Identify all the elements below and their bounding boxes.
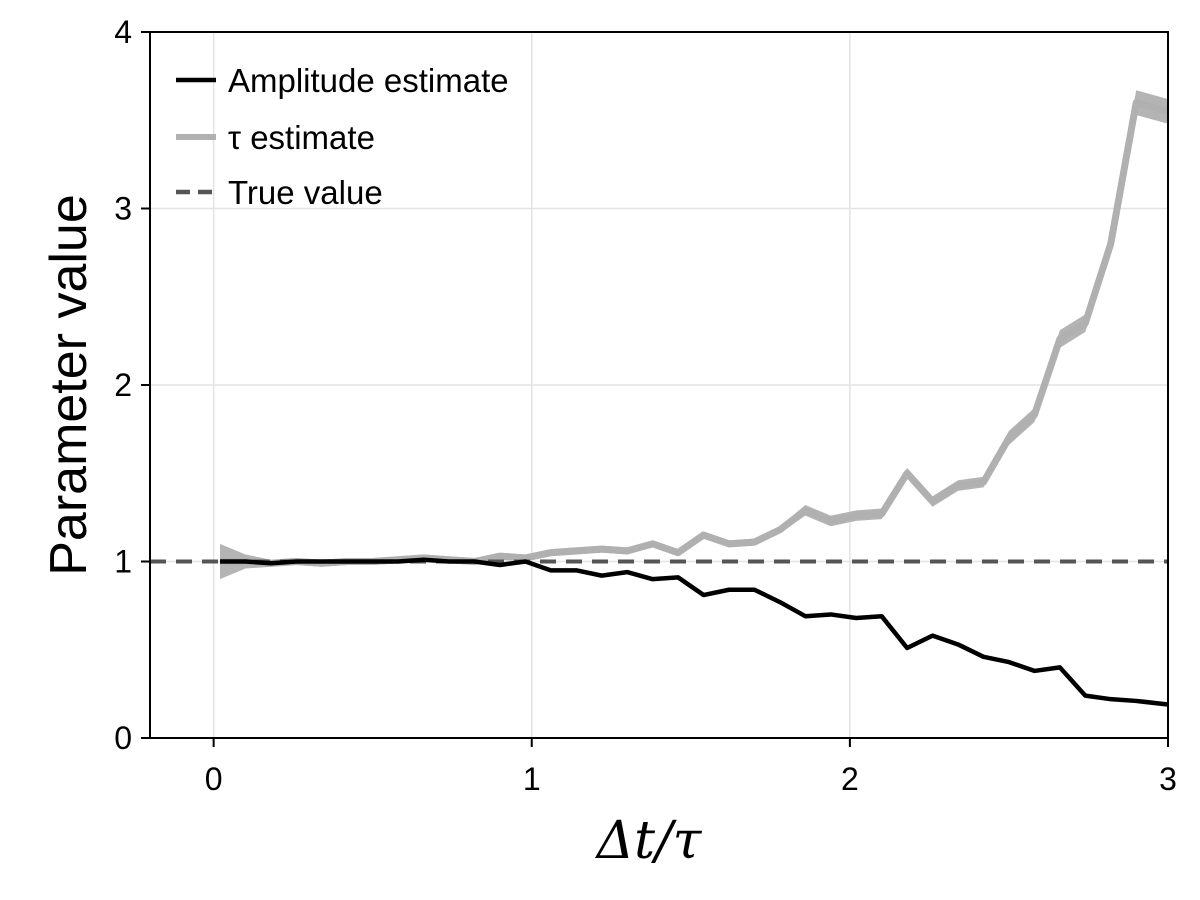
x-tick-label: 3 bbox=[1159, 761, 1177, 797]
x-axis-label: Δt/τ bbox=[595, 811, 703, 871]
tau-estimate-line bbox=[219, 99, 1169, 567]
y-tick-label: 3 bbox=[114, 191, 132, 227]
y-tick-label: 2 bbox=[114, 367, 132, 403]
tau-estimate-band bbox=[219, 90, 1169, 580]
legend: Amplitude estimate τ estimate True value bbox=[176, 62, 509, 211]
axis-ticks bbox=[141, 31, 1169, 747]
x-tick-label: 1 bbox=[523, 761, 541, 797]
legend-label-amplitude: Amplitude estimate bbox=[228, 62, 509, 99]
legend-label-tau: τ estimate bbox=[228, 119, 375, 156]
tick-labels: 0 1 2 3 0 1 2 3 4 bbox=[114, 14, 1177, 797]
y-axis-label: Parameter value bbox=[40, 194, 98, 576]
x-tick-label: 2 bbox=[841, 761, 859, 797]
legend-label-true-value: True value bbox=[228, 174, 383, 211]
y-tick-label: 4 bbox=[114, 14, 132, 50]
x-tick-label: 0 bbox=[205, 761, 223, 797]
series-layer bbox=[150, 90, 1169, 707]
y-tick-label: 0 bbox=[114, 720, 132, 756]
y-tick-label: 1 bbox=[114, 544, 132, 580]
amplitude-estimate-line bbox=[219, 557, 1169, 707]
